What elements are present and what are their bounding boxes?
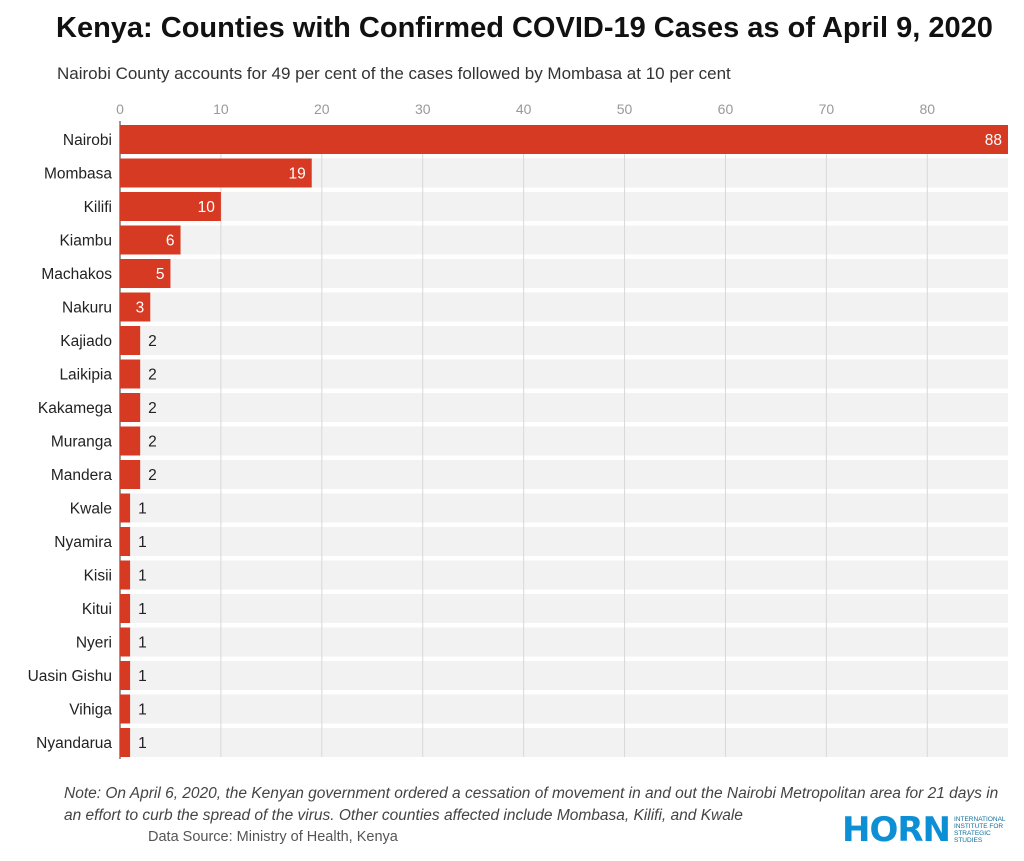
category-label: Kakamega (38, 400, 112, 417)
data-label: 2 (148, 367, 157, 384)
bar (120, 661, 131, 690)
data-source: Data Source: Ministry of Health, Kenya (148, 829, 398, 845)
data-label: 88 (985, 132, 1002, 149)
x-tick-label: 70 (819, 101, 835, 117)
category-label: Nakuru (62, 300, 112, 317)
category-label: Machakos (41, 266, 112, 283)
bar (120, 728, 131, 757)
bar-chart: 0 10 20 30 40 50 60 70 80 Nairobi 88 Mombasa 19 Kilif… (28, 101, 1008, 759)
data-label: 2 (148, 467, 157, 484)
logo-wordmark: HORN (842, 810, 951, 850)
bar (120, 192, 221, 221)
data-label: 5 (156, 266, 165, 283)
bar (120, 292, 151, 322)
category-label: Mombasa (44, 166, 112, 183)
category-label: Kitui (82, 601, 112, 618)
x-tick-label: 10 (213, 101, 229, 117)
row-background (120, 560, 1008, 590)
data-label: 1 (138, 568, 147, 585)
category-label: Nairobi (63, 132, 112, 149)
row-background (120, 192, 1008, 221)
category-label: Kilifi (84, 199, 112, 216)
data-label: 1 (138, 534, 147, 551)
data-label: 10 (198, 199, 216, 216)
bar (120, 594, 131, 623)
category-label: Kwale (70, 501, 112, 518)
x-tick-label: 60 (718, 101, 734, 117)
row-background (120, 393, 1008, 422)
row-background (120, 326, 1008, 355)
data-label: 6 (166, 233, 175, 250)
data-label: 2 (148, 333, 157, 350)
bar (120, 393, 141, 422)
bar (120, 225, 181, 255)
bar (120, 560, 131, 590)
data-label: 1 (138, 635, 147, 652)
category-label: Nyandarua (36, 735, 112, 752)
category-label: Laikipia (59, 367, 112, 384)
category-label: Vihiga (69, 702, 112, 719)
category-label: Kajiado (60, 333, 112, 350)
data-label: 3 (136, 300, 145, 317)
category-label: Uasin Gishu (28, 668, 112, 685)
row-background (120, 661, 1008, 690)
row-background (120, 259, 1008, 288)
x-tick-label: 20 (314, 101, 330, 117)
logo-subtitle: International Institute for Strategic St… (954, 816, 1006, 844)
data-label: 19 (288, 166, 305, 183)
row-background (120, 460, 1008, 489)
bar (120, 426, 141, 456)
category-label: Nyamira (54, 534, 112, 551)
row-background (120, 694, 1008, 724)
bar (120, 326, 141, 355)
data-label: 1 (138, 735, 147, 752)
horn-logo: HORN International Institute for Strateg… (842, 812, 1012, 848)
x-tick-label: 80 (919, 101, 935, 117)
row-background (120, 493, 1008, 523)
row-background (120, 359, 1008, 389)
data-label: 1 (138, 601, 147, 618)
chart-note: Note: On April 6, 2020, the Kenyan gover… (64, 785, 999, 824)
category-label: Kisii (84, 568, 112, 585)
row-background (120, 292, 1008, 322)
data-label: 2 (148, 400, 157, 417)
bar (120, 259, 171, 288)
chart-title: Kenya: Counties with Confirmed COVID-19 … (56, 12, 993, 44)
data-label: 1 (138, 702, 147, 719)
row-background (120, 527, 1008, 556)
chart-subtitle: Nairobi County accounts for 49 per cent … (57, 64, 731, 83)
x-tick-label: 40 (516, 101, 532, 117)
bar (120, 359, 141, 389)
x-tick-label: 0 (116, 101, 124, 117)
category-label: Mandera (51, 467, 113, 484)
category-label: Muranga (51, 434, 113, 451)
category-label: Kiambu (59, 233, 112, 250)
data-label: 2 (148, 434, 157, 451)
bar (120, 460, 141, 489)
row-background (120, 426, 1008, 456)
bar (120, 158, 312, 188)
x-tick-label: 30 (415, 101, 431, 117)
x-tick-label: 50 (617, 101, 633, 117)
category-label: Nyeri (76, 635, 112, 652)
bar (120, 694, 131, 724)
row-background (120, 225, 1008, 255)
row-background (120, 728, 1008, 757)
row-background (120, 627, 1008, 657)
bar (120, 125, 1008, 154)
data-label: 1 (138, 668, 147, 685)
bar (120, 527, 131, 556)
bar (120, 493, 131, 523)
row-background (120, 594, 1008, 623)
bar (120, 627, 131, 657)
data-label: 1 (138, 501, 147, 518)
